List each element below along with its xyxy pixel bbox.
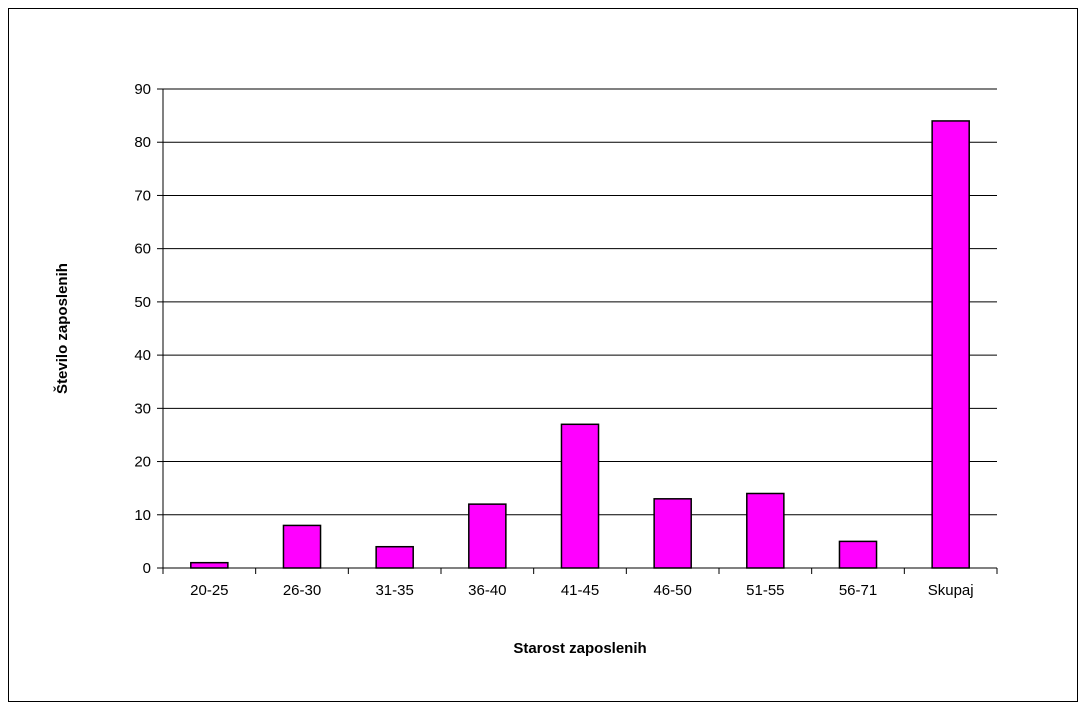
x-tick-label: 36-40 bbox=[468, 582, 506, 599]
x-tick-labels: 20-25 26-30 31-35 36-40 41-45 46-50 51-55 56-71… bbox=[162, 568, 998, 599]
y-tick-label: 30 bbox=[134, 400, 151, 417]
y-tick-label: 60 bbox=[134, 241, 151, 258]
bar-20-25 bbox=[190, 561, 229, 569]
bar-31-35 bbox=[375, 545, 414, 569]
bar-41-45 bbox=[560, 423, 600, 569]
bar-36-40 bbox=[468, 503, 507, 569]
gridlines bbox=[163, 88, 997, 516]
bar-46-50 bbox=[653, 498, 692, 569]
chart-frame: 0 10 20 30 40 50 60 70 80 90 20-25 26-30 31-35 36-40… bbox=[8, 8, 1078, 702]
bar-56-71 bbox=[838, 540, 878, 569]
x-tick-label: 46-50 bbox=[653, 582, 691, 599]
x-tick-label: 56-71 bbox=[839, 582, 877, 599]
y-tick-label: 50 bbox=[134, 294, 151, 311]
bars bbox=[190, 120, 970, 569]
x-axis-title: Starost zaposlenih bbox=[513, 640, 646, 657]
bar-chart: 0 10 20 30 40 50 60 70 80 90 20-25 26-30 31-35 36-40… bbox=[53, 81, 998, 657]
y-tick-labels: 0 10 20 30 40 50 60 70 80 90 bbox=[134, 81, 163, 577]
y-tick-label: 90 bbox=[134, 81, 151, 98]
y-tick-label: 0 bbox=[143, 560, 151, 577]
x-tick-label: 26-30 bbox=[283, 582, 321, 599]
y-tick-label: 70 bbox=[134, 187, 151, 204]
x-tick-label: 20-25 bbox=[190, 582, 228, 599]
y-tick-label: 40 bbox=[134, 347, 151, 364]
bar-skupaj bbox=[931, 120, 970, 569]
y-tick-label: 20 bbox=[134, 454, 151, 471]
x-tick-label: 41-45 bbox=[561, 582, 599, 599]
y-tick-label: 10 bbox=[134, 507, 151, 524]
axes bbox=[162, 89, 997, 569]
bar-51-55 bbox=[746, 492, 785, 569]
x-tick-label: 31-35 bbox=[375, 582, 413, 599]
x-tick-label: Skupaj bbox=[928, 582, 974, 599]
y-tick-label: 80 bbox=[134, 134, 151, 151]
bar-26-30 bbox=[282, 524, 322, 569]
y-axis-title: Število zaposlenih bbox=[53, 263, 71, 394]
x-tick-label: 51-55 bbox=[746, 582, 784, 599]
